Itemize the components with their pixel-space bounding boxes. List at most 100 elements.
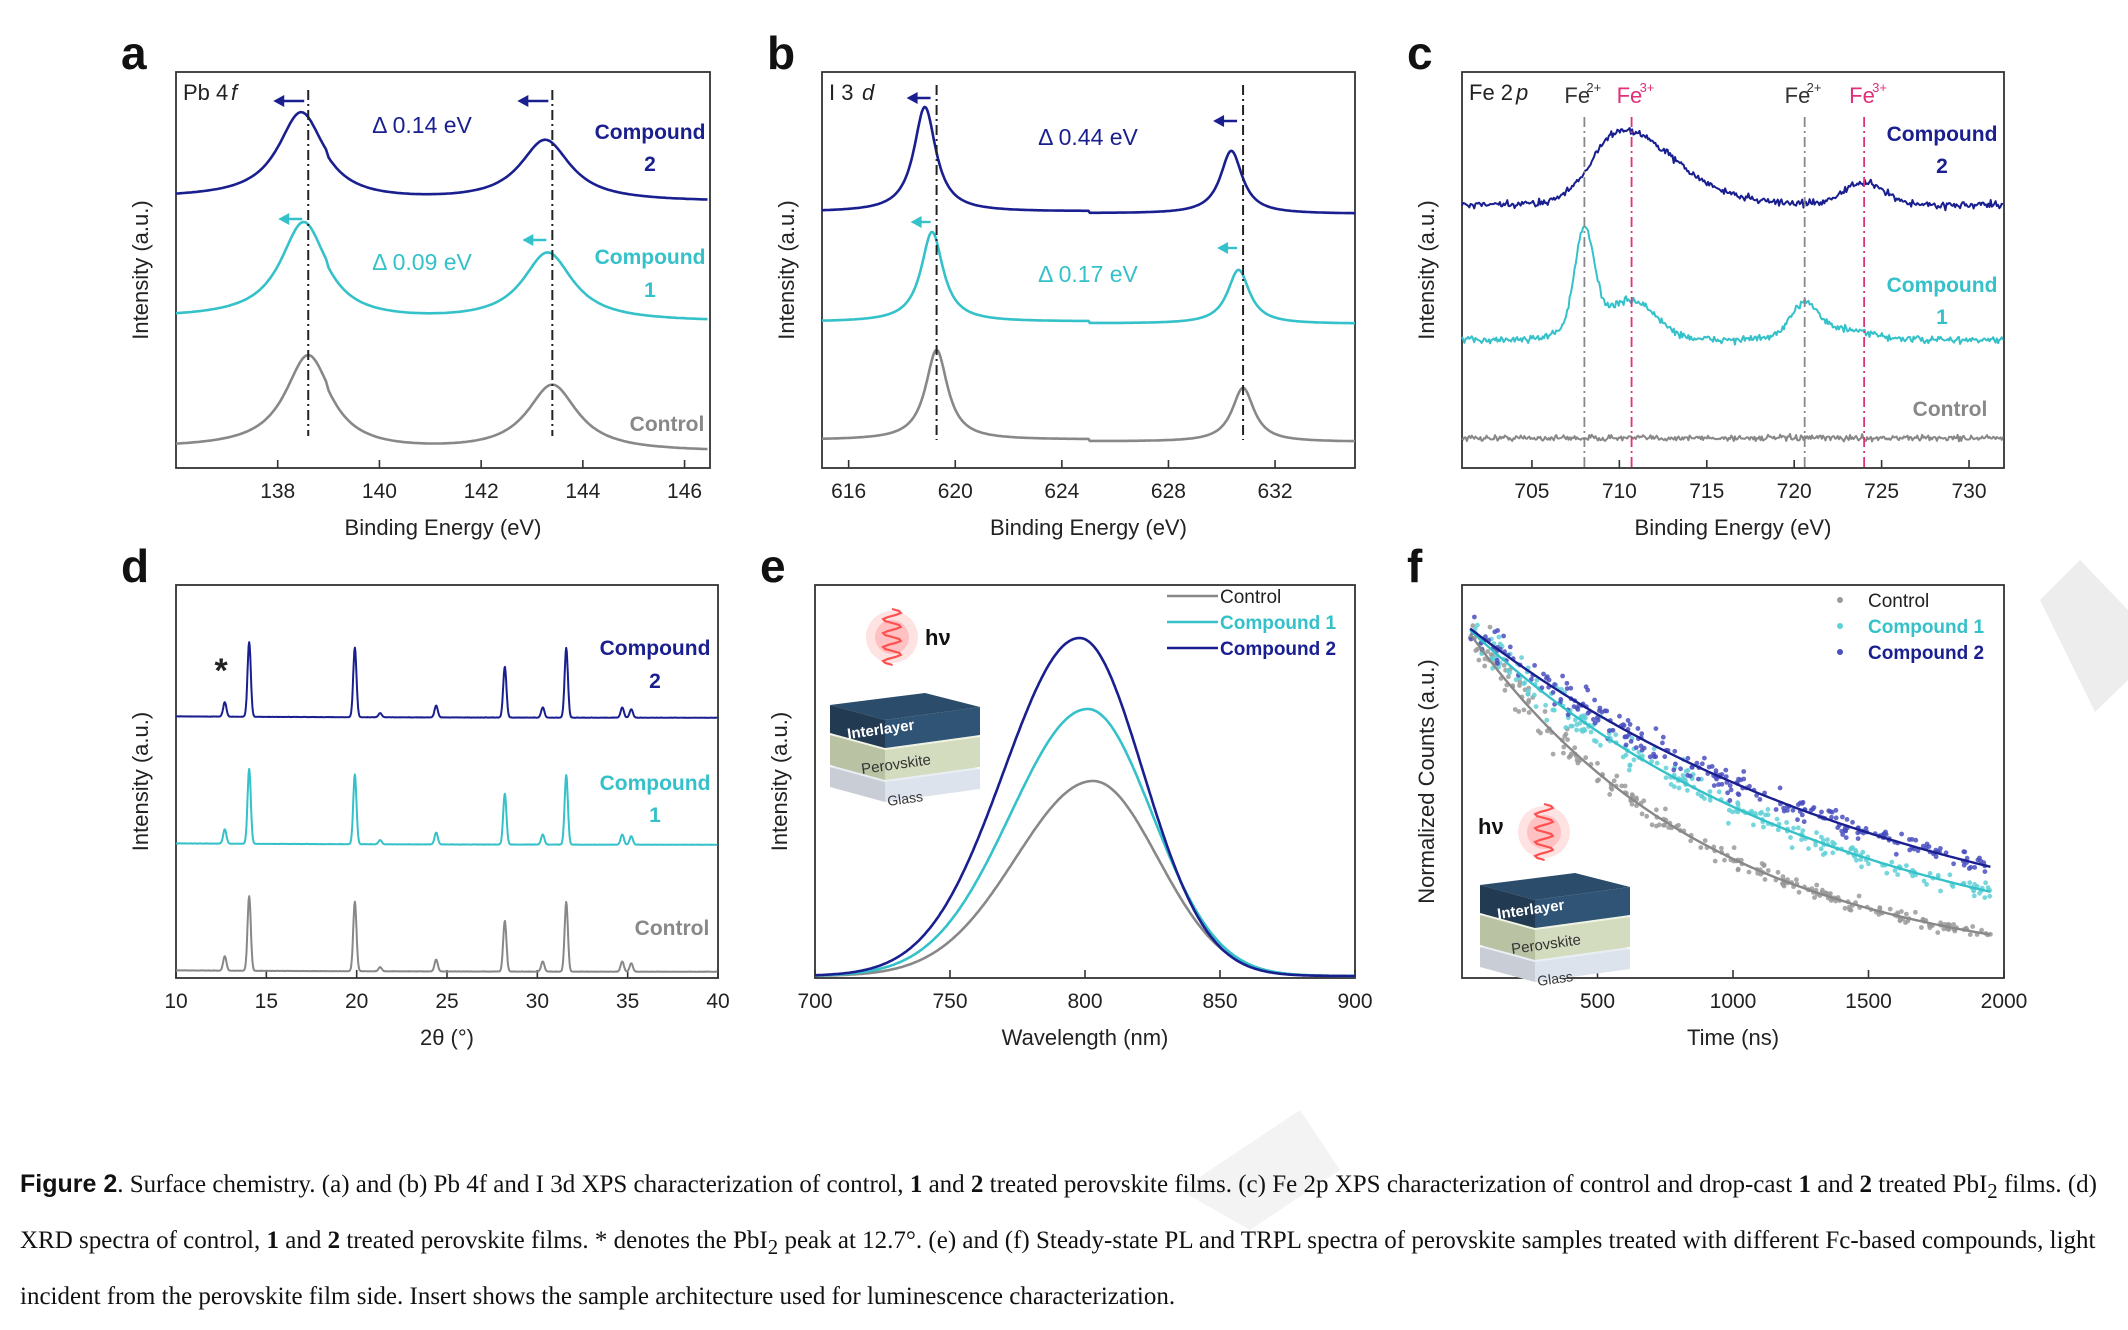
panel-b-ylabel: Intensity (a.u.) bbox=[774, 200, 799, 339]
data-point-control bbox=[1482, 656, 1488, 662]
data-point-compound-2 bbox=[1899, 831, 1904, 837]
curve-control bbox=[175, 353, 708, 451]
legend-compound-2: Compound bbox=[595, 121, 706, 144]
data-point-compound-2 bbox=[1699, 761, 1705, 767]
data-point-control bbox=[1842, 905, 1848, 911]
data-point-compound-1 bbox=[1774, 816, 1780, 822]
panel-a-ylabel: Intensity (a.u.) bbox=[128, 200, 153, 339]
data-point-control bbox=[1622, 783, 1628, 789]
panel-d-tick-label: 40 bbox=[706, 990, 729, 1013]
data-point-control bbox=[1812, 895, 1817, 900]
glass-layer-side bbox=[830, 767, 885, 802]
data-point-compound-2 bbox=[1660, 740, 1665, 746]
data-point-compound-2 bbox=[1833, 815, 1839, 821]
caption-label: Figure 2 bbox=[20, 1170, 118, 1198]
data-point-compound-1 bbox=[1814, 830, 1819, 836]
panel-b-tick-label: 628 bbox=[1151, 480, 1186, 503]
data-point-control bbox=[1583, 755, 1589, 760]
data-point-compound-2 bbox=[1978, 858, 1984, 864]
data-point-compound-1 bbox=[1649, 759, 1654, 764]
data-point-control bbox=[1568, 751, 1574, 757]
caption-text: films. (d) XRD spectra of control, bbox=[20, 1171, 2097, 1254]
panel-e-tick-label: 750 bbox=[932, 990, 967, 1013]
data-point-compound-2 bbox=[1694, 760, 1700, 766]
data-point-compound-2 bbox=[1795, 817, 1800, 823]
panel-c-letter: c bbox=[1407, 27, 1433, 79]
data-point-compound-2 bbox=[1844, 817, 1850, 822]
data-point-compound-2 bbox=[1621, 723, 1627, 728]
light-wave bbox=[881, 607, 903, 667]
panel-c-orbital: p bbox=[1515, 80, 1528, 105]
perovskite-layer-front bbox=[885, 737, 980, 780]
layer-label-glass: Glass bbox=[1536, 968, 1574, 989]
shift-label-2: Δ 0.14 eV bbox=[372, 112, 472, 138]
data-point-control bbox=[1746, 869, 1752, 875]
perovskite-layer-side bbox=[830, 735, 885, 780]
data-point-compound-2 bbox=[1625, 718, 1631, 723]
fit-curve-compound-1 bbox=[1469, 629, 1991, 893]
data-point-compound-1 bbox=[1496, 634, 1502, 640]
data-point-control bbox=[1688, 838, 1694, 844]
interlayer-layer-top bbox=[830, 693, 980, 720]
data-point-compound-1 bbox=[1910, 873, 1915, 879]
data-point-compound-1 bbox=[1821, 838, 1826, 843]
panel-d-xlabel: 2θ (°) bbox=[420, 1025, 474, 1050]
data-point-compound-1 bbox=[1533, 704, 1539, 709]
data-point-compound-2 bbox=[1696, 776, 1701, 782]
data-point-compound-1 bbox=[1775, 827, 1781, 833]
data-point-compound-1 bbox=[1757, 811, 1763, 816]
data-point-control bbox=[1735, 867, 1741, 873]
interlayer-layer-front bbox=[885, 707, 980, 748]
data-point-compound-1 bbox=[1967, 880, 1973, 886]
layer-label-glass: Glass bbox=[886, 788, 924, 809]
caption-sub: 2 bbox=[767, 1235, 779, 1259]
data-point-compound-1 bbox=[1620, 754, 1626, 760]
data-point-compound-2 bbox=[1565, 712, 1571, 718]
data-point-compound-1 bbox=[1848, 846, 1854, 852]
data-point-compound-2 bbox=[1685, 755, 1691, 761]
data-point-compound-2 bbox=[1827, 809, 1833, 814]
data-point-control bbox=[1517, 683, 1522, 688]
data-point-compound-2 bbox=[1532, 663, 1537, 668]
data-point-control bbox=[1794, 877, 1799, 883]
caption-text: peak at 12.7°. (e) and (f) Steady-state … bbox=[20, 1227, 2096, 1310]
caption-sub: 2 bbox=[1987, 1179, 1998, 1203]
curve-compound-1 bbox=[814, 707, 1355, 978]
data-point-compound-1 bbox=[1735, 800, 1741, 806]
data-point-compound-1 bbox=[1663, 765, 1669, 771]
curve-control bbox=[822, 348, 1356, 443]
fe2-label-sup: 2+ bbox=[1586, 80, 1601, 95]
caption-bold: 2 bbox=[1859, 1171, 1873, 1198]
data-point-compound-1 bbox=[1613, 732, 1619, 738]
data-point-compound-1 bbox=[1832, 841, 1837, 847]
data-point-compound-2 bbox=[1702, 755, 1707, 761]
data-point-control bbox=[1595, 760, 1600, 766]
data-point-compound-2 bbox=[1472, 614, 1477, 620]
data-point-compound-2 bbox=[1574, 705, 1580, 711]
panel-f-tick-label: 1000 bbox=[1710, 990, 1757, 1013]
panel-f-ylabel: Normalized Counts (a.u.) bbox=[1414, 659, 1439, 904]
data-point-compound-2 bbox=[1495, 628, 1500, 633]
interlayer-layer-side bbox=[1480, 885, 1535, 928]
data-point-compound-1 bbox=[1572, 717, 1578, 723]
data-point-compound-2 bbox=[1639, 747, 1645, 753]
data-point-compound-2 bbox=[1747, 783, 1752, 789]
data-point-compound-1 bbox=[1716, 789, 1722, 795]
data-point-compound-2 bbox=[1552, 682, 1557, 687]
fe3-label-sup: 3+ bbox=[1872, 80, 1887, 95]
data-point-compound-2 bbox=[1662, 754, 1668, 760]
perovskite-layer-front bbox=[1535, 917, 1630, 960]
curve-control bbox=[815, 779, 1355, 978]
panel-a-orbital: f bbox=[231, 80, 240, 105]
data-point-compound-2 bbox=[1777, 785, 1783, 791]
panel-b-tick-label: 620 bbox=[938, 480, 973, 503]
curve-compound-1 bbox=[822, 230, 1355, 325]
arrow-shift-1-head bbox=[910, 216, 922, 228]
data-point-compound-1 bbox=[1707, 789, 1713, 794]
data-point-control bbox=[1473, 648, 1479, 653]
hv-label: hν bbox=[925, 625, 951, 650]
data-point-control bbox=[1712, 858, 1718, 864]
data-point-control bbox=[1951, 922, 1957, 927]
legend-compound-2: Compound bbox=[600, 637, 711, 660]
panel-f-tick-label: 1500 bbox=[1845, 990, 1892, 1013]
